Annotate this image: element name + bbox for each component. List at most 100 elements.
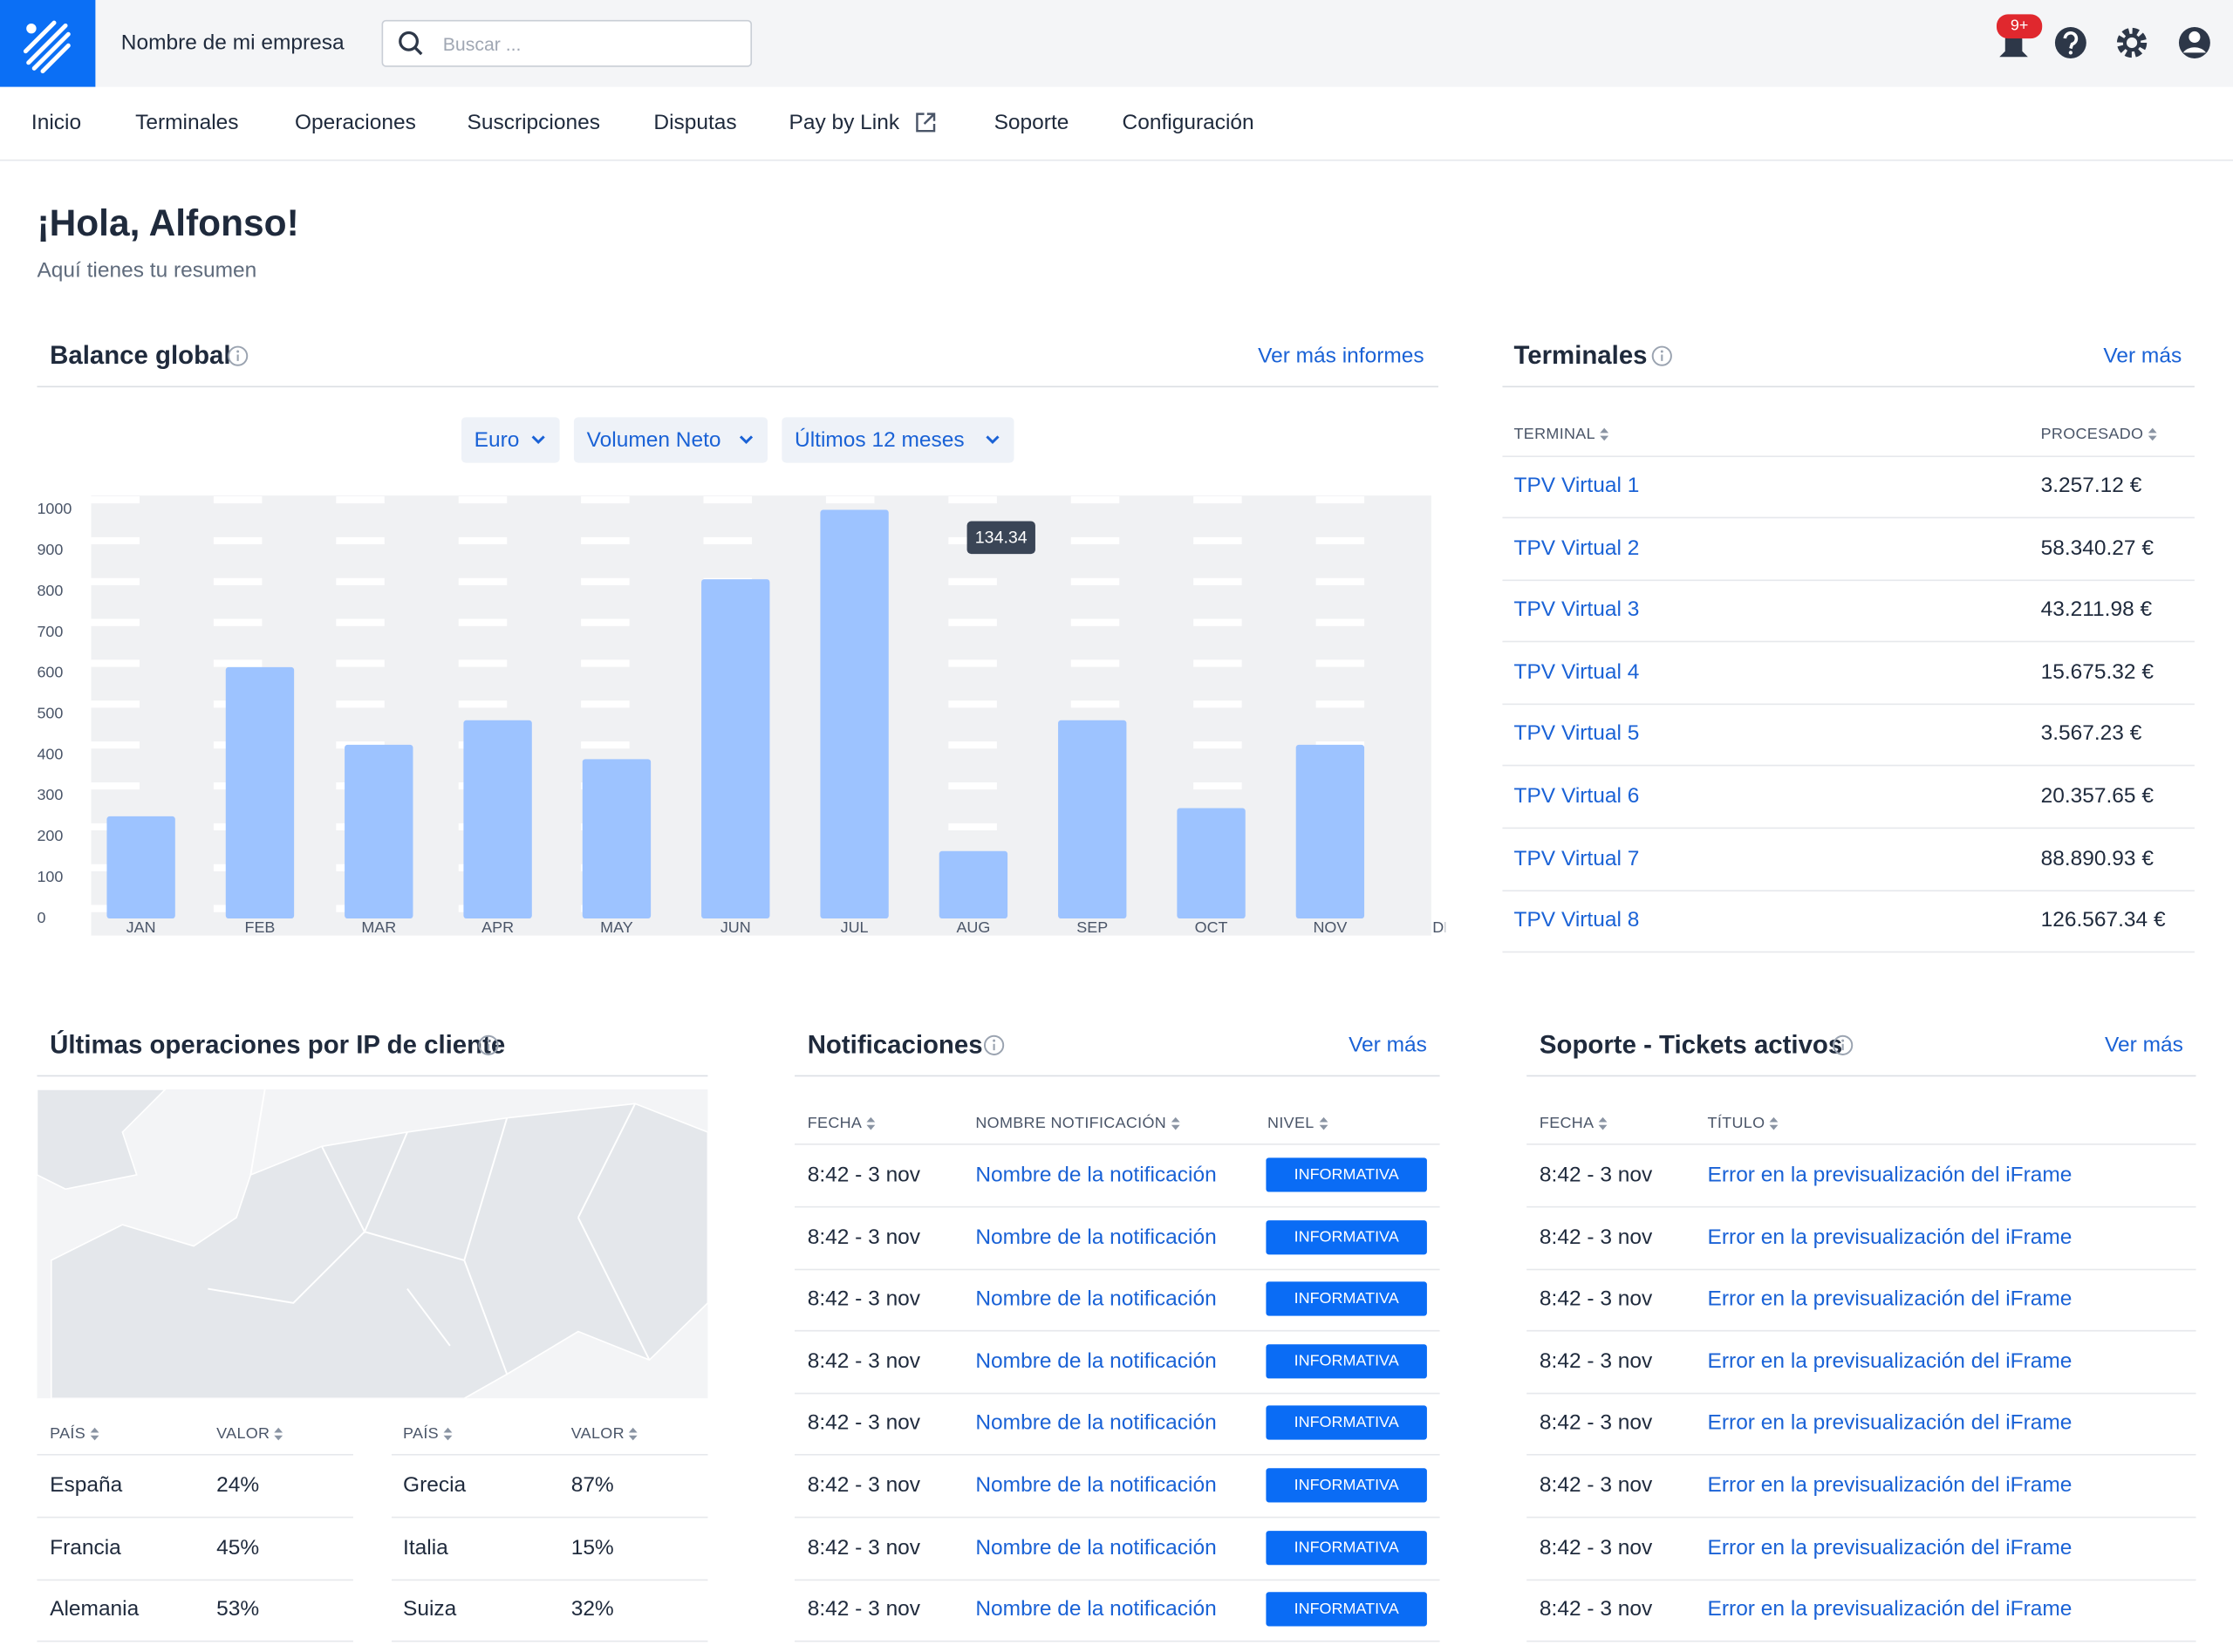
notification-date: 8:42 - 3 nov <box>807 1535 921 1560</box>
terminal-name[interactable]: TPV Virtual 8 <box>1513 908 1640 932</box>
panel-link[interactable]: Ver más <box>1349 1033 1427 1058</box>
divider <box>795 1075 1440 1077</box>
column-header[interactable]: PAÍS <box>50 1425 86 1443</box>
nav-item[interactable]: Configuración <box>1122 110 1254 135</box>
filter-dropdown[interactable]: Últimos 12 meses <box>782 417 1014 463</box>
bar <box>106 816 175 919</box>
notification-name[interactable]: Nombre de la notificación <box>975 1472 1217 1498</box>
sort-up <box>1769 1116 1779 1123</box>
terminal-name[interactable]: TPV Virtual 3 <box>1513 597 1640 622</box>
bar <box>463 720 532 919</box>
column-header[interactable]: TÍTULO <box>1707 1115 1765 1132</box>
nav-item[interactable]: Terminales <box>135 110 239 135</box>
level-badge: INFORMATIVA <box>1266 1592 1427 1627</box>
panel-link[interactable]: Ver más <box>2105 1033 2183 1058</box>
help-icon[interactable] <box>2054 27 2086 58</box>
terminal-name[interactable]: TPV Virtual 1 <box>1513 473 1640 498</box>
column-header[interactable]: NIVEL <box>1267 1115 1315 1132</box>
divider <box>391 1578 708 1580</box>
terminal-name[interactable]: TPV Virtual 2 <box>1513 536 1640 560</box>
column-header[interactable]: VALOR <box>570 1425 625 1443</box>
greeting-subtitle: Aquí tienes tu resumen <box>37 258 257 283</box>
nav-item[interactable]: Operaciones <box>294 110 416 135</box>
divider <box>1526 1268 2196 1270</box>
notification-name[interactable]: Nombre de la notificación <box>975 1597 1217 1622</box>
ticket-title[interactable]: Error en la previsualización del iFrame <box>1707 1348 2073 1374</box>
divider <box>1526 1454 2196 1457</box>
nav-item[interactable]: Disputas <box>653 110 737 135</box>
ticket-date: 8:42 - 3 nov <box>1539 1287 1653 1312</box>
info-icon <box>228 345 249 366</box>
column-header[interactable]: FECHA <box>807 1115 863 1132</box>
sort-up <box>866 1116 876 1123</box>
divider <box>37 386 1438 388</box>
divider <box>1526 1516 2196 1519</box>
nav-item[interactable]: Inicio <box>31 110 82 135</box>
column-header[interactable]: NOMBRE NOTIFICACIÓN <box>975 1115 1167 1132</box>
divider <box>1502 951 2195 953</box>
column-header[interactable]: VALOR <box>216 1425 270 1443</box>
ticket-title[interactable]: Error en la previsualización del iFrame <box>1707 1287 2073 1312</box>
notification-name[interactable]: Nombre de la notificación <box>975 1225 1217 1249</box>
ticket-title[interactable]: Error en la previsualización del iFrame <box>1707 1472 2073 1498</box>
ticket-date: 8:42 - 3 nov <box>1539 1163 1653 1187</box>
column-header[interactable]: PAÍS <box>403 1425 439 1443</box>
divider <box>1502 703 2195 705</box>
notification-badge: 9+ <box>1996 14 2043 39</box>
divider <box>795 1392 1440 1395</box>
column-header[interactable]: PROCESADO <box>2040 426 2144 443</box>
ticket-title[interactable]: Error en la previsualización del iFrame <box>1707 1225 2073 1249</box>
notification-name[interactable]: Nombre de la notificación <box>975 1163 1217 1187</box>
notification-name[interactable]: Nombre de la notificación <box>975 1535 1217 1560</box>
sort-down <box>1598 1124 1608 1130</box>
panel-link[interactable]: Ver más <box>2103 344 2182 369</box>
divider <box>1502 386 2195 388</box>
terminal-name[interactable]: TPV Virtual 5 <box>1513 721 1640 747</box>
level-badge: INFORMATIVA <box>1266 1406 1427 1441</box>
country-name: Grecia <box>403 1472 467 1498</box>
ticket-date: 8:42 - 3 nov <box>1539 1225 1653 1249</box>
nav-item[interactable]: Suscripciones <box>467 110 600 135</box>
divider <box>1502 889 2195 891</box>
sort-up <box>1598 1116 1608 1123</box>
search-icon <box>399 31 423 56</box>
sort-icon <box>866 1116 876 1130</box>
x-tick-label: JUN <box>720 918 751 936</box>
sort-up <box>628 1427 638 1433</box>
info-circle <box>478 1034 499 1055</box>
info-icon <box>1833 1034 1854 1055</box>
logo[interactable] <box>0 0 96 87</box>
bar <box>582 759 652 919</box>
ticket-title[interactable]: Error en la previsualización del iFrame <box>1707 1410 2073 1436</box>
column-header[interactable]: FECHA <box>1539 1115 1595 1132</box>
notification-name[interactable]: Nombre de la notificación <box>975 1410 1217 1436</box>
terminal-name[interactable]: TPV Virtual 6 <box>1513 783 1640 809</box>
bar <box>345 744 413 919</box>
column-header[interactable]: TERMINAL <box>1513 426 1595 443</box>
ticket-title[interactable]: Error en la previsualización del iFrame <box>1707 1163 2073 1187</box>
chevron-path <box>531 435 545 445</box>
terminal-name[interactable]: TPV Virtual 7 <box>1513 845 1640 870</box>
ticket-title[interactable]: Error en la previsualización del iFrame <box>1707 1535 2073 1560</box>
notification-name[interactable]: Nombre de la notificación <box>975 1348 1217 1374</box>
filter-dropdown[interactable]: Volumen Neto <box>573 417 768 463</box>
y-tick-label: 800 <box>37 582 63 599</box>
nav-item[interactable]: Soporte <box>994 110 1069 135</box>
nav-item[interactable]: Pay by Link <box>789 110 900 135</box>
divider <box>795 1330 1440 1332</box>
ticket-title[interactable]: Error en la previsualización del iFrame <box>1707 1597 2073 1622</box>
tooltip-text: 134.34 <box>975 528 1028 547</box>
terminal-name[interactable]: TPV Virtual 4 <box>1513 659 1640 685</box>
user-icon[interactable] <box>2178 27 2210 58</box>
logo-icon <box>23 20 71 74</box>
chevron-path <box>739 435 754 445</box>
search-box[interactable]: Buscar ... <box>381 19 753 67</box>
panel-link[interactable]: Ver más informes <box>1258 344 1424 369</box>
info-circle <box>1651 345 1672 366</box>
sort-icon <box>1171 1116 1180 1130</box>
company-name: Nombre de mi empresa <box>120 31 345 55</box>
filter-dropdown[interactable]: Euro <box>461 417 560 463</box>
notification-name[interactable]: Nombre de la notificación <box>975 1287 1217 1312</box>
settings-icon[interactable] <box>2116 27 2148 58</box>
